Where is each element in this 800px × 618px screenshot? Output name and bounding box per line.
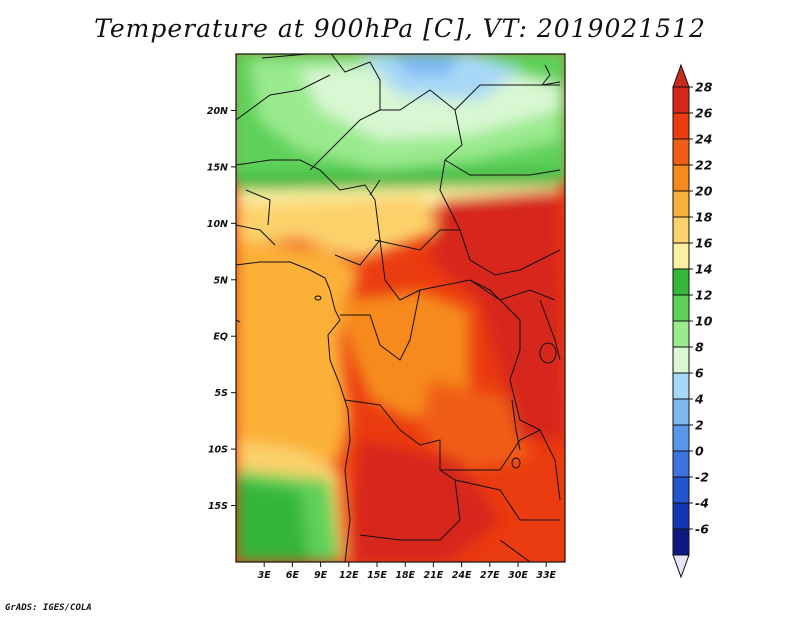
colorbar-segment [672, 476, 690, 504]
temp-region-south-darkgreen [236, 480, 310, 562]
colorbar-label: 6 [695, 366, 704, 381]
lakes [314, 295, 557, 469]
colorbar-label: -2 [695, 470, 709, 485]
colorbar-segment [672, 424, 690, 452]
temp-region-yellow [236, 195, 440, 260]
colorbar-label: 12 [695, 288, 712, 303]
colorbar-segment [672, 346, 690, 374]
lon-tick-label: 6E [286, 570, 300, 581]
lat-tick-label: 15N [207, 162, 228, 173]
lat-tick-label: 5N [213, 275, 228, 286]
lon-tick-label: 15E [367, 570, 387, 581]
country-borders [236, 54, 561, 562]
lat-tick-label: 10N [207, 219, 228, 230]
colorbar-segment [672, 216, 690, 244]
colorbar-label: 0 [695, 444, 704, 459]
colorbar-label: -4 [695, 496, 709, 511]
lat-tick-label: 15S [208, 501, 228, 512]
temp-region-blue [390, 55, 460, 75]
colorbar-over-triangle [672, 63, 690, 88]
colorbar-label: 4 [694, 392, 704, 407]
lon-tick-label: 12E [339, 570, 359, 581]
lake-mweru [511, 457, 521, 469]
island-bioko [314, 295, 322, 301]
latitude-axis: 20N 15N 10N 5N EQ 5S 10S 15S [207, 106, 236, 512]
colorbar-segment [672, 528, 690, 556]
lon-tick-label: 3E [258, 570, 272, 581]
colorbar-segment [672, 86, 690, 114]
lake-victoria [539, 342, 557, 364]
colorbar-label: 10 [695, 314, 713, 329]
lon-tick-label: 21E [424, 570, 444, 581]
longitude-axis: 3E 6E 9E 12E 15E 18E 21E 24E 27E 30E 33E [258, 562, 557, 581]
colorbar-segment [672, 320, 690, 348]
chart-title: Temperature at 900hPa [C], VT: 201902151… [94, 14, 706, 43]
lake-tanganyika [511, 399, 521, 451]
lon-tick-label: 9E [314, 570, 328, 581]
lon-tick-label: 18E [395, 570, 415, 581]
colorbar-label: 8 [695, 340, 704, 355]
colorbar-label: 24 [695, 132, 712, 147]
temp-region-hottest-east [430, 190, 565, 440]
lat-tick-label: 5S [215, 388, 229, 399]
lon-tick-label: 33E [536, 570, 556, 581]
colorbar-segment [672, 372, 690, 400]
lat-tick-label: 20N [207, 106, 228, 117]
temperature-field [236, 54, 565, 562]
credit-text: GrADS: IGES/COLA [5, 603, 92, 613]
colorbar-segment [672, 450, 690, 478]
colorbar-segment [672, 294, 690, 322]
colorbar-segment [672, 164, 690, 192]
lon-tick-label: 24E [452, 570, 472, 581]
colorbar-under-triangle [672, 554, 690, 579]
colorbar-label: 14 [695, 262, 712, 277]
colorbar-label: 26 [695, 106, 713, 121]
colorbar-label: 18 [695, 210, 713, 225]
colorbar-label: -6 [695, 522, 709, 537]
colorbar-label: 22 [695, 158, 712, 173]
map-frame [235, 53, 566, 563]
lat-tick-label: EQ [213, 332, 228, 343]
colorbar-label: 2 [695, 418, 704, 433]
colorbar-segment [672, 398, 690, 426]
colorbar-segment [672, 138, 690, 166]
colorbar-label: 20 [695, 184, 713, 199]
lon-tick-label: 27E [480, 570, 500, 581]
temp-region-orange [420, 380, 530, 470]
temp-region-lightblue [360, 55, 520, 100]
temp-region-ocean [236, 240, 360, 470]
colorbar-segment [672, 242, 690, 270]
colorbar-segment [672, 112, 690, 140]
colorbar-label: 16 [695, 236, 713, 251]
colorbar-segment [672, 502, 690, 530]
colorbar-segment [672, 190, 690, 218]
colorbar-label: 28 [695, 80, 713, 95]
colorbar-segment [672, 268, 690, 296]
lat-tick-label: 10S [208, 445, 228, 456]
lon-tick-label: 30E [508, 570, 528, 581]
